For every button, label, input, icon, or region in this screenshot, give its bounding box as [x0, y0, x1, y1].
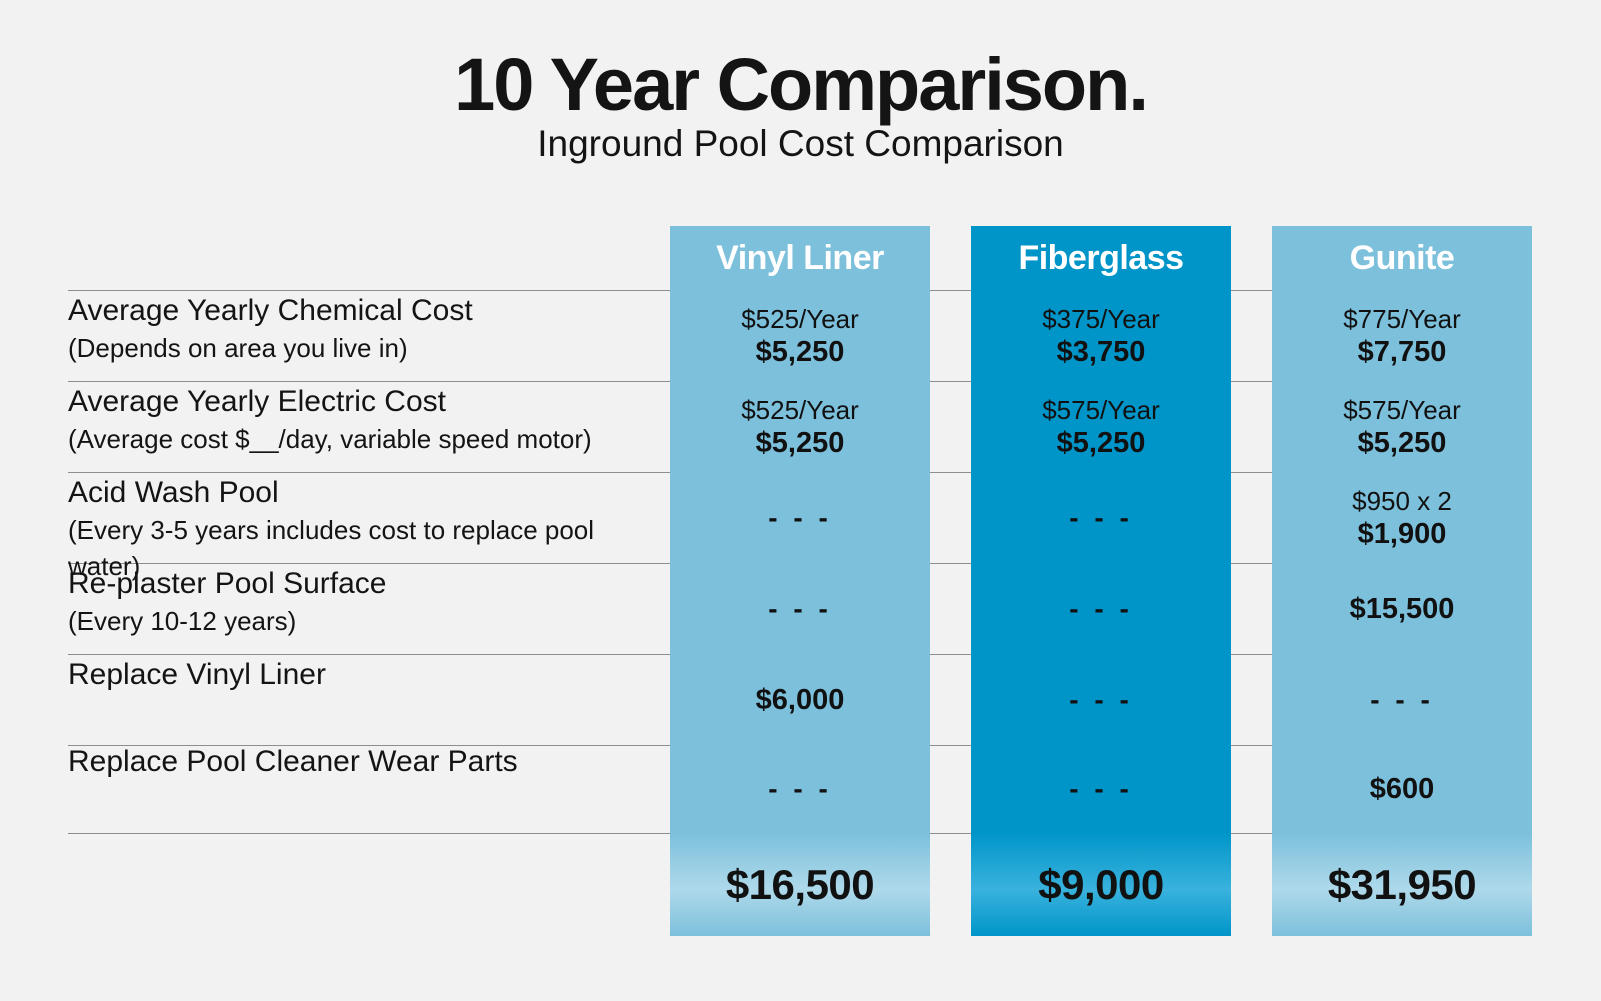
table-cell: - - - — [971, 745, 1231, 833]
table-cell: $15,500 — [1272, 563, 1532, 654]
empty-value-dash: - - - — [768, 773, 832, 804]
table-cell: $375/Year $3,750 — [971, 290, 1231, 381]
column-vinyl-liner: Vinyl Liner $525/Year $5,250 $525/Year $5,25… — [670, 226, 930, 936]
cell-yearly-value: $525/Year — [741, 303, 859, 334]
cell-total-value: $3,750 — [1056, 335, 1146, 368]
table-cell: $775/Year $7,750 — [1272, 290, 1532, 381]
cell-total-value: $6,000 — [755, 683, 845, 716]
row-label-title: Replace Pool Cleaner Wear Parts — [68, 745, 518, 778]
column-header: Fiberglass — [1018, 238, 1184, 277]
table-cell: $600 — [1272, 745, 1532, 833]
table-cell: - - - — [670, 745, 930, 833]
column-total: $9,000 — [971, 833, 1231, 936]
cell-yearly-value: $575/Year — [1042, 394, 1160, 425]
table-cell: - - - — [971, 654, 1231, 745]
row-label-title: Replace Vinyl Liner — [68, 658, 326, 691]
cell-total-value: $1,900 — [1357, 517, 1447, 550]
column-total: $16,500 — [670, 833, 930, 936]
empty-value-dash: - - - — [1069, 683, 1133, 715]
column-header: Gunite — [1349, 238, 1455, 277]
row-label: Acid Wash Pool (Every 3-5 years includes … — [68, 474, 668, 584]
table-cell: $575/Year $5,250 — [971, 381, 1231, 472]
empty-value-dash: - - - — [768, 592, 832, 624]
cell-total-value: $600 — [1369, 773, 1435, 805]
cell-total-value: $5,250 — [755, 426, 845, 459]
table-cell: $575/Year $5,250 — [1272, 381, 1532, 472]
table-cell: $525/Year $5,250 — [670, 381, 930, 472]
cell-total-value: $15,500 — [1349, 592, 1455, 625]
cell-total-value: $7,750 — [1357, 335, 1447, 368]
row-label: Replace Pool Cleaner Wear Parts — [68, 743, 668, 781]
column-gunite: Gunite $775/Year $7,750 $575/Year $5,250 $950… — [1272, 226, 1532, 936]
row-label-title: Re-plaster Pool Surface — [68, 567, 387, 600]
cell-total-value: $5,250 — [755, 335, 845, 368]
cell-total-value: $5,250 — [1056, 426, 1146, 459]
row-label-note: (Depends on area you live in) — [68, 333, 408, 363]
table-cell: - - - — [971, 472, 1231, 563]
table-cell: $6,000 — [670, 654, 930, 745]
table-cell: - - - — [1272, 654, 1532, 745]
empty-value-dash: - - - — [1069, 501, 1133, 533]
cell-yearly-value: $950 x 2 — [1352, 485, 1452, 516]
column-total: $31,950 — [1272, 833, 1532, 936]
cell-yearly-value: $775/Year — [1343, 303, 1461, 334]
empty-value-dash: - - - — [1069, 773, 1133, 804]
row-label-title: Acid Wash Pool — [68, 476, 279, 509]
empty-value-dash: - - - — [1370, 683, 1434, 715]
empty-value-dash: - - - — [768, 501, 832, 533]
cell-yearly-value: $375/Year — [1042, 303, 1160, 334]
column-header: Vinyl Liner — [716, 238, 884, 277]
cell-total-value: $5,250 — [1357, 426, 1447, 459]
table-cell: $950 x 2 $1,900 — [1272, 472, 1532, 563]
table-cell: $525/Year $5,250 — [670, 290, 930, 381]
row-label: Average Yearly Chemical Cost (Depends on … — [68, 292, 668, 366]
row-label: Replace Vinyl Liner — [68, 656, 668, 694]
page-subtitle: Inground Pool Cost Comparison — [537, 123, 1064, 164]
row-label-note: (Every 3-5 years includes cost to replac… — [68, 515, 595, 581]
table-cell: - - - — [670, 563, 930, 654]
cell-yearly-value: $575/Year — [1343, 394, 1461, 425]
table-cell: - - - — [971, 563, 1231, 654]
column-fiberglass: Fiberglass $375/Year $3,750 $575/Year $5,250… — [971, 226, 1231, 936]
row-label-title: Average Yearly Chemical Cost — [68, 294, 473, 327]
table-cell: - - - — [670, 472, 930, 563]
row-label-note: (Every 10-12 years) — [68, 606, 297, 636]
row-label: Re-plaster Pool Surface (Every 10-12 year… — [68, 565, 668, 639]
row-label-title: Average Yearly Electric Cost — [68, 385, 446, 418]
row-label-note: (Average cost $__/day, variable speed mo… — [68, 424, 592, 454]
page-title: 10 Year Comparison. — [454, 43, 1149, 126]
cell-yearly-value: $525/Year — [741, 394, 859, 425]
row-label: Average Yearly Electric Cost (Average cos… — [68, 383, 668, 457]
empty-value-dash: - - - — [1069, 592, 1133, 624]
